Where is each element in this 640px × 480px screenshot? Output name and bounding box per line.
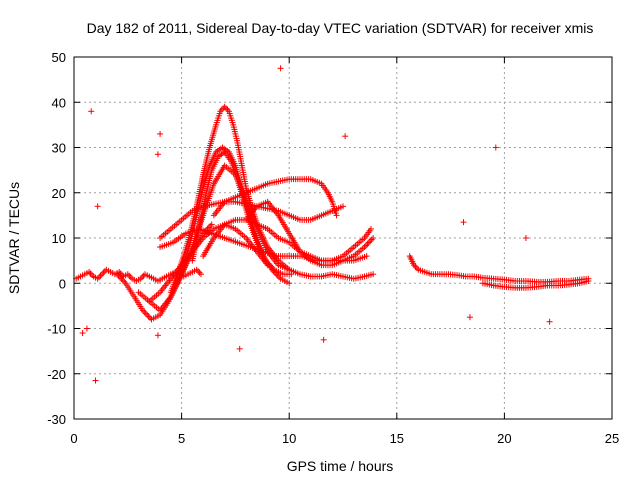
y-tick-label: -30 — [47, 412, 66, 427]
data-point — [522, 235, 529, 241]
data-point — [460, 219, 467, 226]
chart-title: Day 182 of 2011, Sidereal Day-to-day VTE… — [87, 20, 594, 36]
data-point — [277, 65, 284, 72]
data-point — [320, 336, 327, 343]
data-point — [288, 271, 295, 278]
data-point — [585, 277, 592, 284]
x-tick-label: 20 — [497, 431, 511, 446]
data-point — [157, 130, 164, 137]
y-tick-label: -10 — [47, 322, 66, 337]
data-point — [154, 332, 161, 339]
x-tick-label: 0 — [70, 431, 77, 446]
y-tick-labels: -30 -20 -10 0 10 20 30 40 50 — [47, 50, 66, 427]
y-tick-label: 0 — [59, 276, 66, 291]
data-point — [92, 377, 99, 384]
data-point — [363, 253, 370, 260]
y-tick-label: -20 — [47, 367, 66, 382]
data-point — [236, 345, 243, 352]
y-tick-label: 10 — [52, 231, 66, 246]
data-point — [88, 108, 95, 115]
data-point — [333, 212, 340, 219]
x-tick-label: 25 — [605, 431, 619, 446]
x-tick-label: 10 — [282, 431, 296, 446]
data-point — [367, 225, 374, 232]
axis-ticks — [73, 56, 613, 420]
data-point — [546, 318, 553, 325]
data-points — [73, 65, 592, 384]
y-tick-label: 40 — [52, 95, 66, 110]
data-point — [208, 221, 215, 228]
data-point — [197, 271, 204, 278]
data-point — [342, 133, 349, 140]
y-tick-label: 20 — [52, 186, 66, 201]
data-point — [370, 271, 377, 278]
y-axis-label: SDTVAR / TECUs — [6, 182, 22, 294]
x-tick-label: 5 — [178, 431, 185, 446]
data-point — [370, 235, 377, 241]
data-point — [94, 203, 101, 210]
data-point — [264, 262, 271, 269]
x-axis-label: GPS time / hours — [287, 458, 394, 474]
data-point — [79, 330, 86, 337]
grid-lines — [74, 57, 612, 419]
data-point — [340, 203, 346, 210]
x-tick-labels: 0 5 10 15 20 25 — [70, 431, 619, 446]
y-tick-label: 50 — [52, 50, 66, 65]
data-point — [286, 266, 293, 273]
y-tick-label: 30 — [52, 141, 66, 156]
x-tick-label: 15 — [390, 431, 404, 446]
data-point — [154, 151, 161, 158]
data-point — [83, 325, 90, 332]
data-point — [286, 280, 293, 287]
data-point — [492, 144, 499, 151]
data-point — [466, 314, 473, 321]
